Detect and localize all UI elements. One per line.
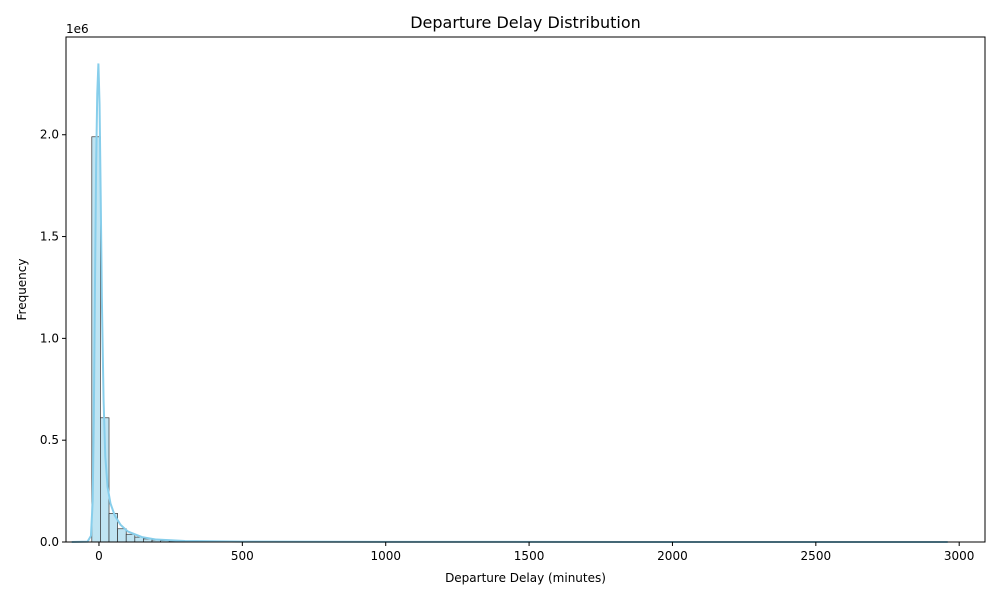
y-tick-label: 2.0: [40, 128, 59, 142]
x-tick-label: 2500: [801, 549, 832, 563]
y-tick-label: 0.0: [40, 535, 59, 549]
x-tick-label: 500: [231, 549, 254, 563]
y-offset-label: 1e6: [66, 22, 89, 36]
x-tick-label: 1500: [514, 549, 545, 563]
histogram-bar: [117, 528, 127, 543]
x-tick-label: 0: [95, 549, 103, 563]
chart-title: Departure Delay Distribution: [410, 13, 641, 32]
y-axis-label: Frequency: [15, 259, 29, 321]
x-axis-ticks: 0 500 1000 1500 2000 2500 3000: [95, 542, 974, 563]
y-axis-ticks: 0.0 0.5 1.0 1.5 2.0: [40, 128, 66, 549]
plot-frame: [65, 36, 986, 543]
x-tick-label: 3000: [944, 549, 975, 563]
y-tick-label: 1.5: [40, 230, 59, 244]
histogram-bar: [125, 533, 136, 543]
x-axis-label: Departure Delay (minutes): [445, 571, 606, 585]
y-tick-label: 0.5: [40, 433, 59, 447]
x-tick-label: 2000: [657, 549, 688, 563]
kde-curve: [71, 63, 948, 543]
y-tick-label: 1.0: [40, 331, 59, 345]
x-tick-label: 1000: [370, 549, 401, 563]
